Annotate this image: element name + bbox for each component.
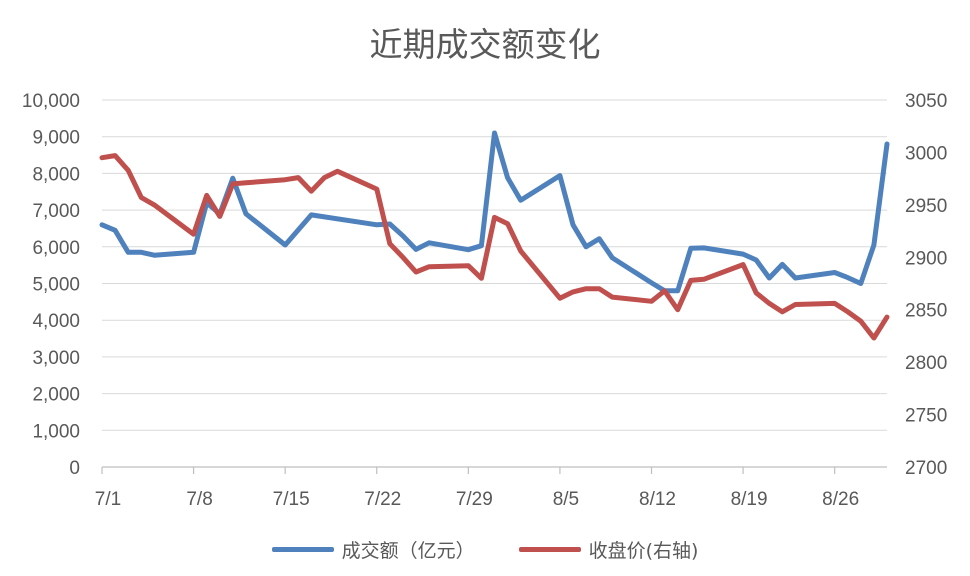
y-right-tick-label: 3000 <box>905 143 947 164</box>
y-left-tick-label: 4,000 <box>32 311 80 332</box>
y-axis-left: 0 1,000 2,000 3,000 4,000 5,000 6,000 7,000 8,00… <box>22 91 80 479</box>
x-axis: 7/1 7/8 7/15 7/22 7/29 8/5 8/12 8/19 8/26 <box>95 466 887 510</box>
y-left-tick-label: 2,000 <box>32 385 80 406</box>
x-tick-label: 8/19 <box>731 489 768 510</box>
y-right-tick-label: 2850 <box>905 301 947 322</box>
y-right-tick-label: 2900 <box>905 248 947 269</box>
y-right-tick-label: 2700 <box>905 458 947 479</box>
y-axis-right: 2700 2750 2800 2850 2900 2950 3000 3050 <box>905 91 947 479</box>
y-left-tick-label: 7,000 <box>32 201 80 222</box>
chart-title: 近期成交额变化 <box>369 25 601 64</box>
y-left-tick-label: 5,000 <box>32 275 80 296</box>
legend: 成交额（亿元） 收盘价(右轴) <box>0 536 970 563</box>
x-tick-label: 8/26 <box>822 489 859 510</box>
legend-label-close: 收盘价(右轴) <box>588 540 699 562</box>
legend-item-close: 收盘价(右轴) <box>518 536 699 563</box>
x-tick-label: 7/29 <box>456 489 493 510</box>
y-right-tick-label: 2950 <box>905 196 947 217</box>
x-tick-label: 7/1 <box>95 489 121 510</box>
series-lines <box>99 130 890 341</box>
legend-label-volume: 成交额（亿元） <box>341 540 475 562</box>
y-left-tick-label: 1,000 <box>32 421 80 442</box>
x-tick-label: 8/5 <box>553 489 579 510</box>
legend-swatch-close <box>518 547 581 552</box>
y-left-tick-label: 10,000 <box>22 91 80 112</box>
y-left-tick-label: 3,000 <box>32 348 80 369</box>
y-left-tick-label: 0 <box>69 458 80 479</box>
legend-swatch-volume <box>271 547 334 552</box>
y-right-tick-label: 2750 <box>905 406 947 427</box>
y-right-tick-label: 2800 <box>905 353 947 374</box>
series-line-close <box>99 153 890 341</box>
x-tick-label: 8/12 <box>639 489 676 510</box>
y-left-tick-label: 8,000 <box>32 164 80 185</box>
y-left-tick-label: 6,000 <box>32 238 80 259</box>
x-tick-label: 7/15 <box>273 489 310 510</box>
gridlines <box>102 99 887 431</box>
x-tick-label: 7/22 <box>364 489 401 510</box>
y-right-tick-label: 3050 <box>905 91 947 112</box>
legend-item-volume: 成交额（亿元） <box>271 536 475 563</box>
y-left-tick-label: 9,000 <box>32 128 80 149</box>
x-tick-label: 7/8 <box>186 489 212 510</box>
